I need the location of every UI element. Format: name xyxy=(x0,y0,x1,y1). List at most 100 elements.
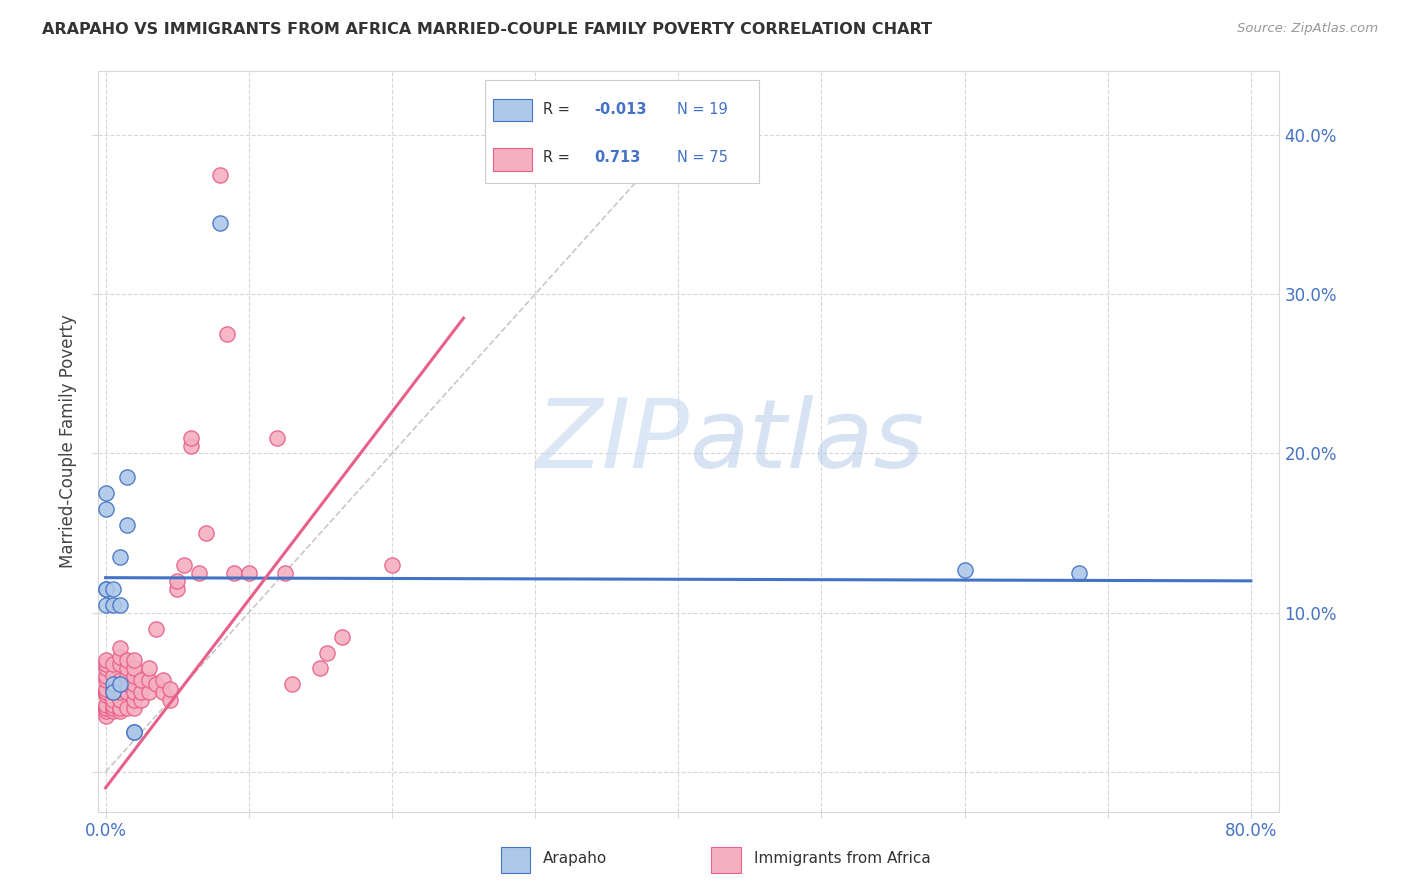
Point xyxy=(101,701,124,715)
Point xyxy=(217,327,239,342)
Point xyxy=(115,669,138,683)
Point xyxy=(108,650,131,665)
Point xyxy=(138,673,160,687)
Point xyxy=(115,677,138,691)
Point xyxy=(138,685,160,699)
Point xyxy=(122,725,145,739)
Point xyxy=(280,677,302,691)
Point xyxy=(94,661,117,675)
Point xyxy=(108,677,131,691)
Point xyxy=(108,549,131,564)
Point xyxy=(101,685,124,699)
Bar xyxy=(711,847,741,872)
Point xyxy=(209,216,232,230)
Point xyxy=(101,682,124,697)
Bar xyxy=(501,847,530,872)
Point xyxy=(180,438,202,452)
Point xyxy=(166,574,188,588)
Text: ARAPAHO VS IMMIGRANTS FROM AFRICA MARRIED-COUPLE FAMILY POVERTY CORRELATION CHAR: ARAPAHO VS IMMIGRANTS FROM AFRICA MARRIE… xyxy=(42,22,932,37)
Point xyxy=(101,582,124,596)
Point xyxy=(94,701,117,715)
Point xyxy=(94,598,117,612)
Point xyxy=(94,685,117,699)
Point xyxy=(94,709,117,723)
Point xyxy=(108,682,131,697)
Point xyxy=(122,693,145,707)
Point xyxy=(122,725,145,739)
Point xyxy=(159,693,181,707)
Text: R =: R = xyxy=(543,150,574,165)
Point xyxy=(94,653,117,667)
Text: ZIP: ZIP xyxy=(536,395,689,488)
Text: N = 75: N = 75 xyxy=(678,150,728,165)
Text: R =: R = xyxy=(543,102,574,117)
Point xyxy=(101,698,124,712)
Point xyxy=(94,502,117,516)
FancyBboxPatch shape xyxy=(494,148,531,170)
Y-axis label: Married-Couple Family Poverty: Married-Couple Family Poverty xyxy=(59,315,77,568)
Point xyxy=(266,431,288,445)
Text: atlas: atlas xyxy=(689,395,924,488)
Point xyxy=(238,566,260,580)
Point xyxy=(94,582,117,596)
Text: Arapaho: Arapaho xyxy=(543,851,607,866)
Point xyxy=(115,518,138,533)
Point xyxy=(94,657,117,671)
Point xyxy=(131,693,153,707)
Point xyxy=(145,677,167,691)
Point xyxy=(145,622,167,636)
Point xyxy=(115,661,138,675)
Point xyxy=(330,630,353,644)
Point xyxy=(1067,566,1090,580)
Point xyxy=(194,526,217,541)
Point xyxy=(166,582,188,596)
Point xyxy=(108,701,131,715)
Point xyxy=(115,701,138,715)
Point xyxy=(94,673,117,687)
Point xyxy=(122,653,145,667)
Point xyxy=(131,673,153,687)
Point xyxy=(94,682,117,697)
Point xyxy=(381,558,404,572)
Point xyxy=(152,673,174,687)
Point xyxy=(101,677,124,691)
Point xyxy=(209,168,232,182)
Text: 0.713: 0.713 xyxy=(595,150,641,165)
Point xyxy=(108,705,131,719)
Text: N = 19: N = 19 xyxy=(678,102,728,117)
Point xyxy=(108,673,131,687)
Point xyxy=(173,558,195,572)
Point xyxy=(108,598,131,612)
Point xyxy=(101,657,124,671)
Point xyxy=(180,431,202,445)
Point xyxy=(94,689,117,703)
Point xyxy=(94,685,117,699)
Point xyxy=(94,701,117,715)
Text: -0.013: -0.013 xyxy=(595,102,647,117)
Text: Source: ZipAtlas.com: Source: ZipAtlas.com xyxy=(1237,22,1378,36)
Point xyxy=(122,685,145,699)
Point xyxy=(108,657,131,671)
Point xyxy=(316,646,339,660)
FancyBboxPatch shape xyxy=(494,99,531,121)
Point xyxy=(101,669,124,683)
Point xyxy=(138,661,160,675)
Point xyxy=(94,669,117,683)
Point xyxy=(108,685,131,699)
Point xyxy=(122,661,145,675)
Point xyxy=(101,685,124,699)
Point xyxy=(94,698,117,712)
Point xyxy=(122,677,145,691)
Point xyxy=(131,685,153,699)
Point xyxy=(94,582,117,596)
Point xyxy=(101,705,124,719)
Point xyxy=(152,685,174,699)
Point xyxy=(224,566,246,580)
Point xyxy=(108,640,131,655)
Point xyxy=(187,566,209,580)
Point xyxy=(115,685,138,699)
Point xyxy=(108,693,131,707)
Point xyxy=(101,598,124,612)
Point xyxy=(94,705,117,719)
Point xyxy=(273,566,295,580)
